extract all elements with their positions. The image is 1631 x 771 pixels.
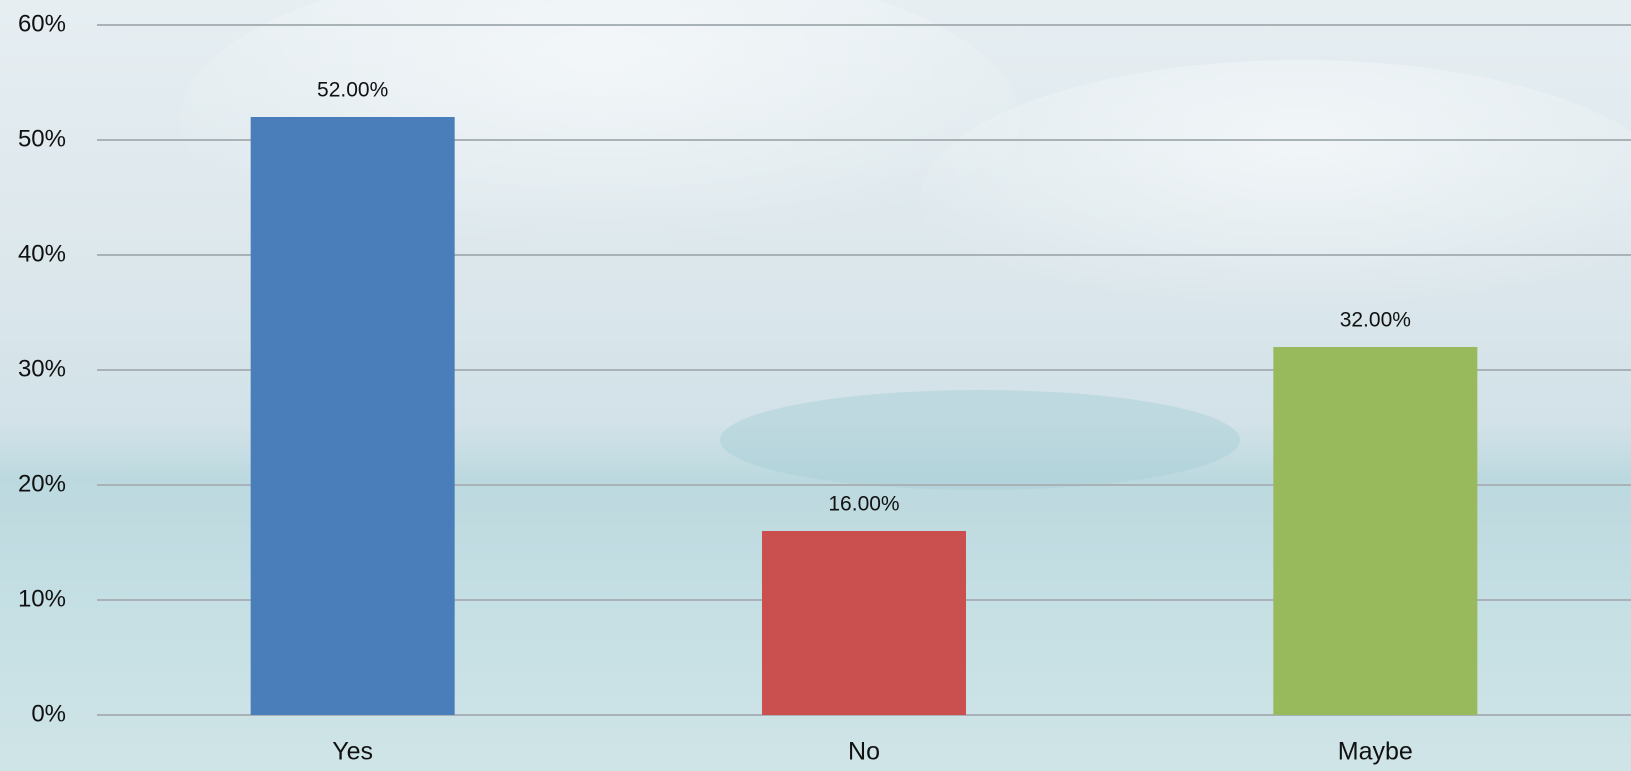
value-label: 16.00%	[828, 493, 899, 516]
bar	[1273, 347, 1477, 715]
value-label: 52.00%	[317, 79, 388, 102]
y-tick-label: 30%	[18, 355, 66, 382]
y-tick-label: 50%	[18, 125, 66, 152]
bar	[251, 117, 455, 715]
x-tick-label: No	[848, 738, 880, 766]
x-tick-label: Yes	[332, 738, 373, 766]
background-cloud	[920, 60, 1631, 340]
y-tick-label: 0%	[31, 700, 66, 727]
y-tick-label: 40%	[18, 240, 66, 267]
chart: 0% 10% 20% 30% 40% 50% 60% Yes 52.00% No 16.00% May…	[0, 0, 1631, 771]
y-tick-label: 20%	[18, 470, 66, 497]
background-wave	[720, 390, 1240, 490]
page: 0% 10% 20% 30% 40% 50% 60% Yes 52.00% No 16.00% May…	[0, 0, 1631, 771]
x-tick-label: Maybe	[1338, 738, 1413, 766]
y-tick-label: 10%	[18, 585, 66, 612]
y-tick-label: 60%	[18, 10, 66, 37]
value-label: 32.00%	[1340, 309, 1411, 332]
bar	[762, 531, 966, 715]
